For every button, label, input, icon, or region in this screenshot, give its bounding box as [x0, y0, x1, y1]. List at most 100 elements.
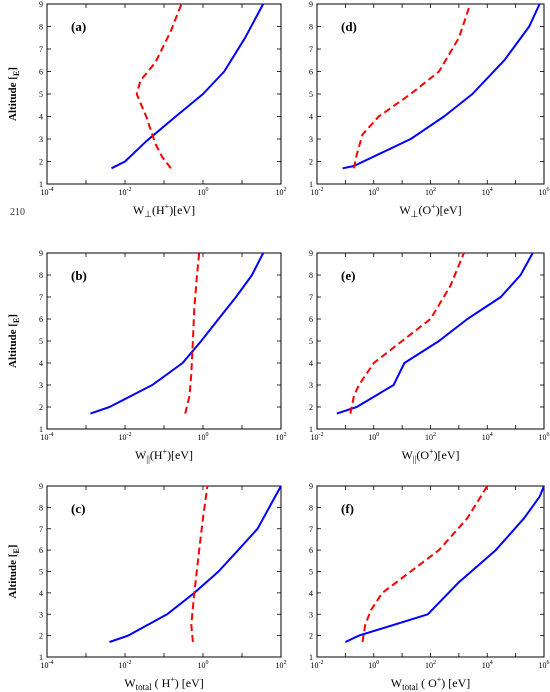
- y-tick-label: 5: [309, 90, 313, 99]
- x-tick-label: 100: [198, 432, 209, 442]
- y-tick-label: 7: [39, 45, 43, 54]
- blue-solid-series: [111, 3, 265, 170]
- x-tick-label: 10-4: [41, 432, 54, 442]
- x-axis-label: W||(O+)[eV]: [401, 447, 459, 464]
- y-tick-label: 9: [39, 249, 43, 258]
- x-tick-label: 102: [425, 432, 436, 442]
- y-tick-label: 7: [39, 525, 43, 534]
- x-tick-label: 100: [368, 432, 379, 442]
- y-tick-label: 1: [309, 180, 313, 189]
- blue-solid-series: [336, 252, 534, 415]
- y-tick-label: 4: [39, 113, 43, 122]
- y-tick-label: 6: [39, 546, 43, 555]
- page-number: 210: [10, 207, 25, 218]
- y-tick-label: 6: [39, 315, 43, 324]
- blue-solid-series: [109, 485, 282, 643]
- y-tick-label: 9: [39, 0, 43, 9]
- y-tick-label: 5: [309, 568, 313, 577]
- y-tick-label: 1: [309, 653, 313, 662]
- y-tick-label: 9: [309, 482, 313, 491]
- panel-label: (b): [71, 268, 87, 283]
- y-tick-label: 9: [309, 0, 313, 9]
- y-tick-label: 8: [309, 503, 313, 512]
- x-tick-label: 100: [198, 187, 209, 197]
- y-tick-label: 2: [39, 632, 43, 641]
- x-tick-label: 100: [368, 660, 379, 670]
- y-tick-label: 1: [39, 653, 43, 662]
- y-tick-label: 1: [309, 425, 313, 434]
- y-axis-label: Altitude [E]: [7, 545, 21, 599]
- y-tick-label: 4: [309, 589, 313, 598]
- red-dashed-series: [190, 485, 209, 643]
- y-tick-label: 5: [39, 568, 43, 577]
- y-tick-label: 3: [309, 135, 313, 144]
- panel-label: (f): [341, 501, 354, 516]
- x-axis-label: W⊥(H+)[eV]: [133, 202, 195, 219]
- y-tick-label: 2: [39, 158, 43, 167]
- x-tick-label: 102: [276, 187, 287, 197]
- chart-panel-b: 1 2 3 4 5 6 7 8 9 10-4 10-2 100 102 (b) W||(H+)[eV] Alt…: [7, 249, 287, 464]
- y-tick-label: 8: [309, 23, 313, 32]
- y-tick-label: 5: [39, 90, 43, 99]
- x-tick-label: 100: [198, 660, 209, 670]
- y-tick-label: 8: [309, 271, 313, 280]
- x-tick-label: 102: [276, 432, 287, 442]
- y-tick-label: 7: [309, 45, 313, 54]
- y-tick-label: 4: [309, 113, 313, 122]
- y-tick-label: 7: [309, 293, 313, 302]
- x-tick-label: 10-2: [119, 660, 132, 670]
- blue-solid-series: [344, 485, 545, 643]
- panel-label: (d): [341, 19, 357, 34]
- y-tick-label: 5: [309, 337, 313, 346]
- x-axis-label: W⊥(O+)[eV]: [399, 202, 461, 219]
- red-dashed-series: [361, 485, 489, 643]
- red-dashed-series: [184, 252, 201, 414]
- x-tick-label: 100: [368, 187, 379, 197]
- x-tick-label: 102: [425, 187, 436, 197]
- y-tick-label: 3: [39, 610, 43, 619]
- chart-panel-c: 1 2 3 4 5 6 7 8 9 10-4 10-2 100 102 (c) Wtotal ( H+) […: [7, 482, 287, 692]
- x-tick-label: 10-2: [311, 187, 324, 197]
- y-tick-label: 9: [39, 482, 43, 491]
- y-tick-label: 7: [39, 293, 43, 302]
- y-tick-label: 9: [309, 249, 313, 258]
- x-tick-label: 10-4: [41, 187, 54, 197]
- y-tick-label: 8: [39, 271, 43, 280]
- x-axis-label: Wtotal ( O+) [eV]: [391, 675, 471, 692]
- red-dashed-series: [135, 3, 183, 169]
- chart-panel-e: 1 2 3 4 5 6 7 8 9 10-2 100 102 104 106 (e) W||(O+)[eV]: [309, 249, 550, 464]
- y-tick-label: 3: [39, 381, 43, 390]
- y-tick-label: 3: [39, 135, 43, 144]
- red-dashed-series: [349, 252, 465, 414]
- y-tick-label: 2: [309, 403, 313, 412]
- chart-panel-d: 1 2 3 4 5 6 7 8 9 10-2 100 102 104 106 (d) W⊥(O+)[eV]: [309, 0, 550, 219]
- y-tick-label: 4: [309, 359, 313, 368]
- panel-label: (a): [71, 19, 86, 34]
- x-tick-label: 10-2: [311, 660, 324, 670]
- x-tick-label: 102: [276, 660, 287, 670]
- x-tick-label: 102: [425, 660, 436, 670]
- x-tick-label: 10-4: [41, 660, 54, 670]
- chart-panel-f: 1 2 3 4 5 6 7 8 9 10-2 100 102 104 106 (f) Wtotal ( O+)…: [309, 482, 550, 692]
- blue-solid-series: [342, 3, 541, 170]
- panel-label: (e): [341, 268, 355, 283]
- y-tick-label: 7: [309, 525, 313, 534]
- red-dashed-series: [352, 3, 472, 169]
- y-tick-label: 8: [39, 23, 43, 32]
- x-tick-label: 10-2: [119, 432, 132, 442]
- x-tick-label: 10-2: [311, 432, 324, 442]
- y-tick-label: 2: [39, 403, 43, 412]
- y-tick-label: 6: [309, 315, 313, 324]
- chart-panel-a: 1 2 3 4 5 6 7 8 9 10-4 10-2 100 102 (a) W⊥(H+)[eV] Alti…: [7, 0, 287, 219]
- y-tick-label: 3: [309, 610, 313, 619]
- y-tick-label: 4: [39, 359, 43, 368]
- x-tick-label: 106: [539, 187, 550, 197]
- x-tick-label: 106: [539, 660, 550, 670]
- x-tick-label: 104: [482, 187, 493, 197]
- y-tick-label: 6: [309, 546, 313, 555]
- y-tick-label: 2: [309, 158, 313, 167]
- x-axis-label: W||(H+)[eV]: [135, 447, 193, 464]
- y-tick-label: 4: [39, 589, 43, 598]
- y-tick-label: 2: [309, 632, 313, 641]
